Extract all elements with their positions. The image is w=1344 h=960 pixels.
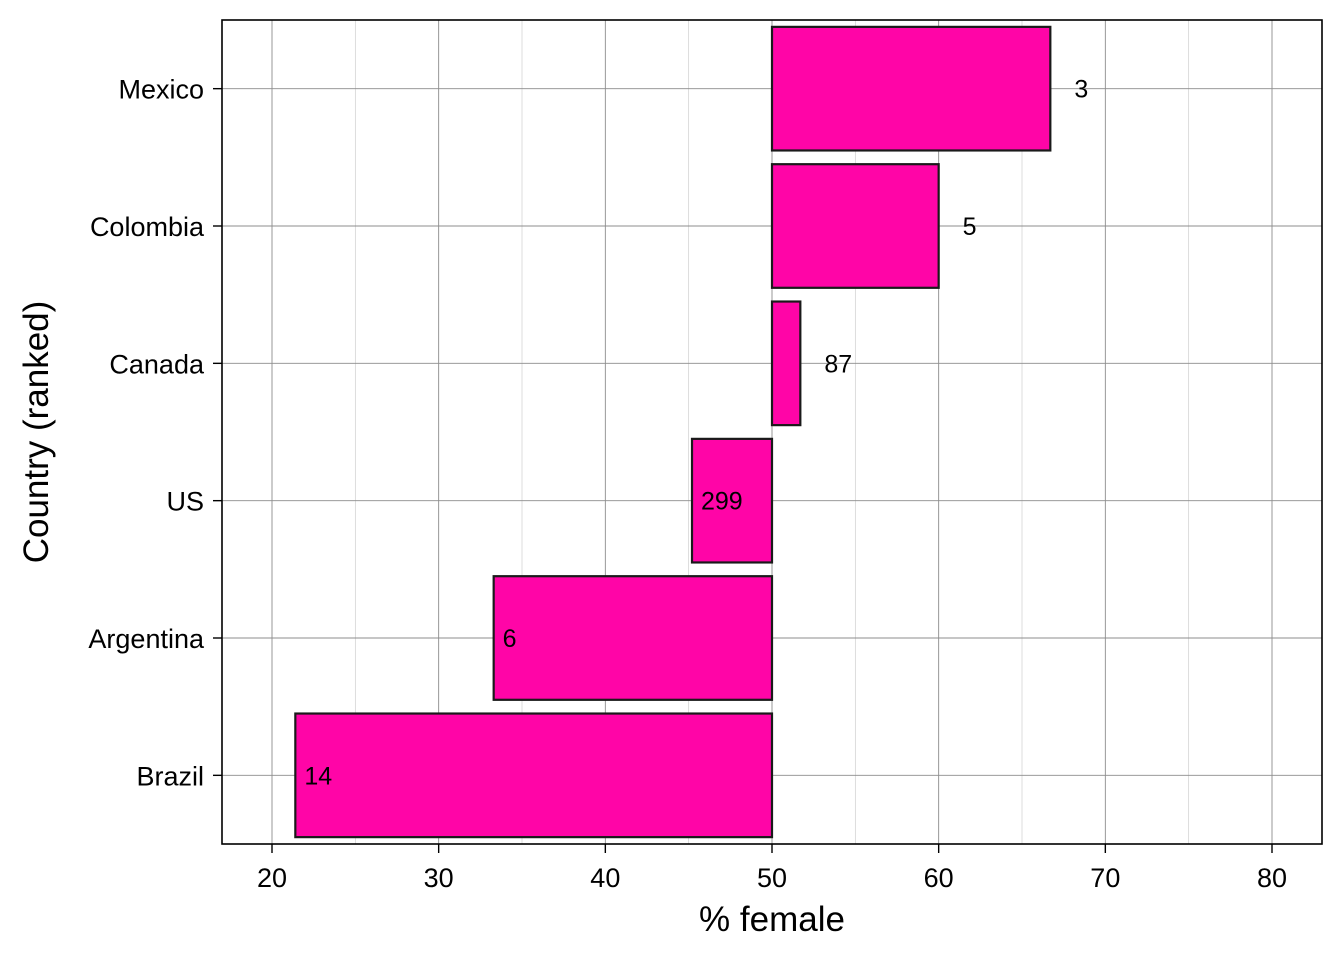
bar-mexico [770,25,1052,152]
bars-layer [294,25,1052,839]
bar-canada [770,300,802,427]
x-tick-label: 70 [1090,863,1120,893]
bar-label-mexico: 3 [1074,76,1088,104]
x-tick-label: 20 [257,863,287,893]
bar-label-canada: 87 [824,350,852,378]
bar-argentina [492,575,774,701]
y-tick-label-mexico: Mexico [118,75,204,105]
bar-label-colombia: 5 [963,213,977,241]
x-tick-label: 40 [590,863,620,893]
x-tick-label: 30 [424,863,454,893]
x-tick-label: 50 [757,863,787,893]
y-axis: Mexico Colombia Canada US Argentina Brazil [88,75,222,791]
bar-us [690,437,774,564]
bar-label-brazil: 14 [304,762,332,790]
x-tick-label: 60 [924,863,954,893]
bar-brazil [294,712,774,839]
x-tick-label: 80 [1257,863,1287,893]
y-axis-title: Country (ranked) [17,301,56,564]
bar-label-argentina: 6 [503,625,517,653]
x-axis-title: % female [699,900,845,939]
y-tick-label-colombia: Colombia [90,212,205,242]
x-axis: 20 30 40 50 60 70 80 [257,844,1287,893]
y-tick-label-canada: Canada [109,349,205,379]
y-tick-label-argentina: Argentina [88,624,205,654]
bar-labels-layer: 3 5 87 299 6 14 [304,76,1088,791]
y-tick-label-us: US [166,487,204,517]
y-tick-label-brazil: Brazil [136,761,204,791]
bar-label-us: 299 [701,488,743,516]
bar-colombia [770,163,940,289]
